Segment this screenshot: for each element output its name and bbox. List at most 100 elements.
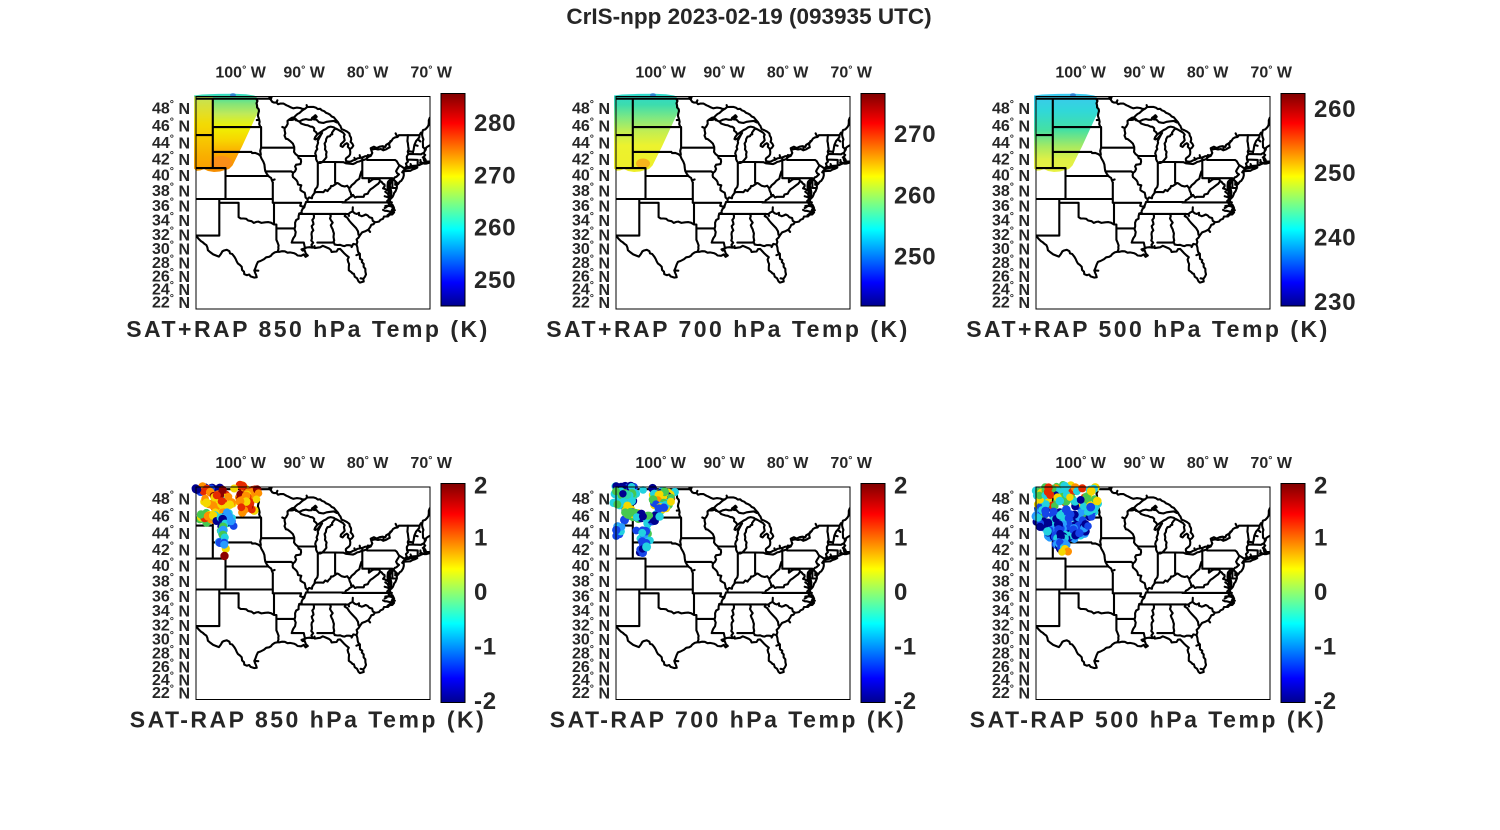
svg-text:-1: -1	[1314, 634, 1337, 661]
svg-text:90° W: 90° W	[703, 64, 745, 82]
svg-text:280: 280	[474, 110, 516, 137]
svg-text:-1: -1	[474, 634, 497, 661]
svg-text:70° W: 70° W	[1250, 454, 1292, 472]
svg-text:22° N: 22° N	[152, 292, 190, 312]
svg-text:100° W: 100° W	[215, 64, 266, 82]
svg-text:34° N: 34° N	[992, 601, 1030, 621]
svg-text:32° N: 32° N	[992, 225, 1030, 245]
svg-text:48° N: 48° N	[992, 488, 1030, 508]
svg-text:24° N: 24° N	[992, 670, 1030, 690]
svg-text:-2: -2	[1314, 688, 1337, 715]
svg-text:26° N: 26° N	[572, 266, 610, 286]
svg-text:48° N: 48° N	[572, 488, 610, 508]
svg-text:1: 1	[474, 525, 488, 552]
svg-text:260: 260	[894, 183, 936, 210]
svg-text:100° W: 100° W	[215, 454, 266, 472]
svg-text:0: 0	[474, 579, 488, 606]
svg-text:270: 270	[894, 121, 936, 148]
svg-text:32° N: 32° N	[572, 225, 610, 245]
svg-text:70° W: 70° W	[830, 454, 872, 472]
svg-text:SAT-RAP 500 hPa Temp (K): SAT-RAP 500 hPa Temp (K)	[970, 707, 1327, 733]
svg-text:48° N: 48° N	[572, 98, 610, 118]
svg-text:30° N: 30° N	[152, 629, 190, 649]
svg-text:100° W: 100° W	[1055, 454, 1106, 472]
svg-text:260: 260	[474, 215, 516, 242]
svg-text:46° N: 46° N	[572, 506, 610, 525]
svg-text:22° N: 22° N	[992, 292, 1030, 312]
svg-text:70° W: 70° W	[410, 454, 452, 472]
svg-text:250: 250	[1314, 160, 1356, 187]
svg-text:22° N: 22° N	[572, 683, 610, 703]
svg-text:28° N: 28° N	[992, 252, 1030, 271]
svg-text:2: 2	[1314, 472, 1328, 499]
svg-text:34° N: 34° N	[572, 210, 610, 230]
svg-text:42° N: 42° N	[572, 540, 610, 560]
svg-text:1: 1	[1314, 525, 1328, 552]
svg-text:38° N: 38° N	[572, 181, 610, 201]
svg-text:-2: -2	[894, 688, 917, 715]
svg-text:44° N: 44° N	[152, 523, 190, 543]
svg-text:38° N: 38° N	[152, 571, 190, 591]
svg-text:40° N: 40° N	[152, 165, 190, 185]
svg-text:46° N: 46° N	[992, 116, 1030, 136]
svg-text:90° W: 90° W	[1123, 64, 1165, 82]
svg-text:38° N: 38° N	[992, 181, 1030, 201]
svg-text:80° W: 80° W	[1187, 64, 1229, 82]
svg-text:40° N: 40° N	[572, 165, 610, 185]
svg-text:100° W: 100° W	[635, 64, 686, 82]
svg-text:70° W: 70° W	[1250, 64, 1292, 82]
svg-text:44° N: 44° N	[572, 523, 610, 543]
svg-text:34° N: 34° N	[152, 601, 190, 621]
svg-text:32° N: 32° N	[152, 225, 190, 245]
svg-text:28° N: 28° N	[572, 252, 610, 271]
svg-text:CrIS-npp 2023-02-19 (093935 UT: CrIS-npp 2023-02-19 (093935 UTC)	[566, 4, 931, 29]
svg-text:32° N: 32° N	[992, 615, 1030, 635]
svg-text:26° N: 26° N	[992, 266, 1030, 286]
svg-text:30° N: 30° N	[992, 239, 1030, 259]
svg-text:80° W: 80° W	[347, 454, 389, 472]
svg-text:36° N: 36° N	[992, 196, 1030, 216]
svg-text:80° W: 80° W	[767, 64, 809, 82]
svg-text:44° N: 44° N	[992, 133, 1030, 153]
svg-text:26° N: 26° N	[152, 656, 190, 676]
svg-text:90° W: 90° W	[283, 64, 325, 82]
svg-text:250: 250	[474, 267, 516, 294]
svg-text:24° N: 24° N	[152, 670, 190, 690]
svg-text:42° N: 42° N	[152, 149, 190, 169]
svg-text:36° N: 36° N	[992, 586, 1030, 606]
svg-text:30° N: 30° N	[572, 239, 610, 259]
svg-text:2: 2	[474, 472, 488, 499]
svg-text:100° W: 100° W	[635, 454, 686, 472]
svg-text:26° N: 26° N	[572, 656, 610, 676]
svg-text:40° N: 40° N	[992, 165, 1030, 185]
svg-text:30° N: 30° N	[992, 629, 1030, 649]
svg-text:28° N: 28° N	[572, 643, 610, 663]
svg-text:90° W: 90° W	[703, 454, 745, 472]
svg-text:250: 250	[894, 243, 936, 270]
svg-text:38° N: 38° N	[572, 571, 610, 591]
svg-text:42° N: 42° N	[992, 540, 1030, 560]
svg-text:24° N: 24° N	[572, 670, 610, 690]
svg-text:230: 230	[1314, 289, 1356, 316]
svg-text:240: 240	[1314, 225, 1356, 252]
svg-text:SAT-RAP 700 hPa Temp (K): SAT-RAP 700 hPa Temp (K)	[550, 707, 907, 733]
svg-text:90° W: 90° W	[283, 454, 325, 472]
svg-text:1: 1	[894, 525, 908, 552]
svg-text:30° N: 30° N	[572, 629, 610, 649]
svg-text:0: 0	[894, 579, 908, 606]
svg-text:70° W: 70° W	[830, 64, 872, 82]
svg-text:-1: -1	[894, 634, 917, 661]
svg-text:34° N: 34° N	[992, 210, 1030, 230]
svg-text:32° N: 32° N	[572, 615, 610, 635]
svg-text:36° N: 36° N	[152, 586, 190, 606]
svg-text:2: 2	[894, 472, 908, 499]
svg-text:48° N: 48° N	[152, 98, 190, 118]
svg-text:48° N: 48° N	[992, 98, 1030, 118]
svg-text:38° N: 38° N	[992, 571, 1030, 591]
svg-text:70° W: 70° W	[410, 64, 452, 82]
svg-text:24° N: 24° N	[152, 279, 190, 299]
svg-text:270: 270	[474, 162, 516, 189]
svg-text:46° N: 46° N	[152, 116, 190, 136]
svg-text:22° N: 22° N	[572, 292, 610, 312]
svg-text:-2: -2	[474, 688, 497, 715]
